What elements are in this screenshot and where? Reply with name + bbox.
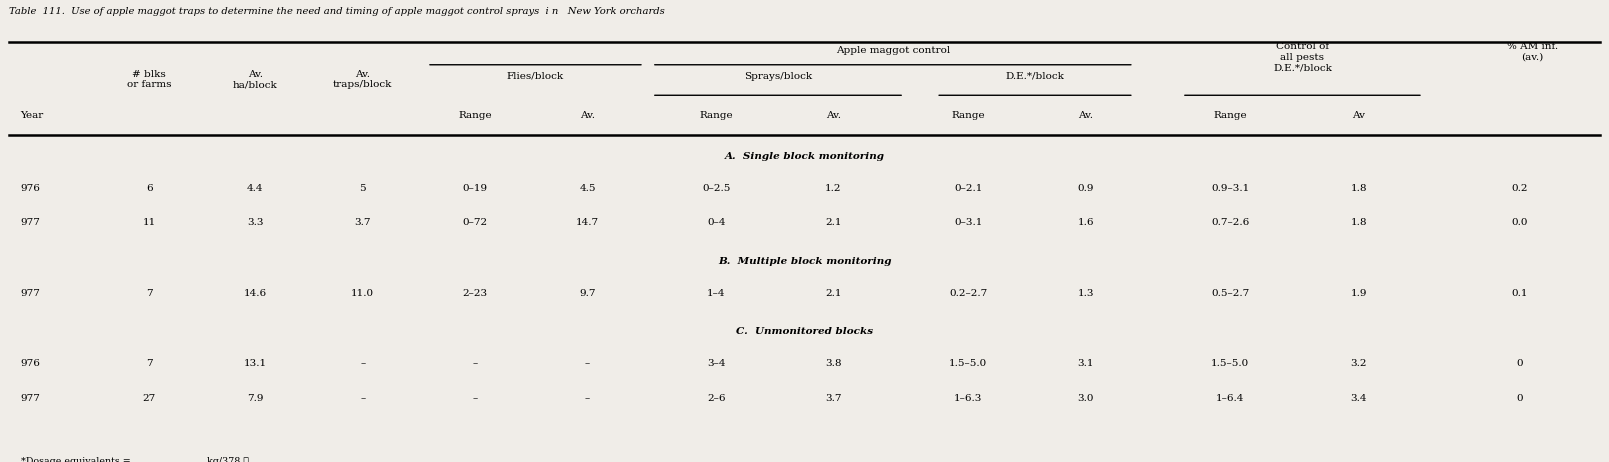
Text: 0.7–2.6: 0.7–2.6 bbox=[1212, 219, 1249, 227]
Text: 0.2–2.7: 0.2–2.7 bbox=[949, 289, 988, 298]
Text: 1.8: 1.8 bbox=[1350, 219, 1368, 227]
Text: Range: Range bbox=[951, 111, 985, 120]
Text: 1.5–5.0: 1.5–5.0 bbox=[1212, 359, 1249, 368]
Text: % AM inf.
(av.): % AM inf. (av.) bbox=[1506, 43, 1558, 62]
Text: Av.
traps/block: Av. traps/block bbox=[333, 70, 393, 89]
Text: 3–4: 3–4 bbox=[706, 359, 726, 368]
Text: 1.5–5.0: 1.5–5.0 bbox=[949, 359, 988, 368]
Text: 2.1: 2.1 bbox=[825, 219, 842, 227]
Text: 0.1: 0.1 bbox=[1511, 289, 1527, 298]
Text: 0.9–3.1: 0.9–3.1 bbox=[1212, 184, 1249, 193]
Text: 977: 977 bbox=[21, 394, 40, 403]
Text: Range: Range bbox=[1213, 111, 1247, 120]
Text: Sprays/block: Sprays/block bbox=[743, 72, 813, 81]
Text: 4.5: 4.5 bbox=[579, 184, 595, 193]
Text: 1–4: 1–4 bbox=[706, 289, 726, 298]
Text: 5: 5 bbox=[359, 184, 367, 193]
Text: 2–23: 2–23 bbox=[463, 289, 488, 298]
Text: 0–19: 0–19 bbox=[463, 184, 488, 193]
Text: 3.4: 3.4 bbox=[1350, 394, 1368, 403]
Text: 1.8: 1.8 bbox=[1350, 184, 1368, 193]
Text: Av.: Av. bbox=[1078, 111, 1093, 120]
Text: 3.1: 3.1 bbox=[1078, 359, 1094, 368]
Text: 0–3.1: 0–3.1 bbox=[954, 219, 983, 227]
Text: 0.9: 0.9 bbox=[1078, 184, 1094, 193]
Text: 6: 6 bbox=[146, 184, 153, 193]
Text: 27: 27 bbox=[143, 394, 156, 403]
Text: 1.6: 1.6 bbox=[1078, 219, 1094, 227]
Text: –: – bbox=[586, 359, 591, 368]
Text: 7.9: 7.9 bbox=[246, 394, 264, 403]
Text: –: – bbox=[473, 394, 478, 403]
Text: C.  Unmonitored blocks: C. Unmonitored blocks bbox=[735, 327, 874, 336]
Text: Flies/block: Flies/block bbox=[507, 72, 565, 81]
Text: 3.2: 3.2 bbox=[1350, 359, 1368, 368]
Text: 3.7: 3.7 bbox=[825, 394, 842, 403]
Text: 3.7: 3.7 bbox=[354, 219, 372, 227]
Text: Table  111.  Use of apple maggot traps to determine the need and timing of apple: Table 111. Use of apple maggot traps to … bbox=[10, 7, 665, 16]
Text: *Dosage equivalents =: *Dosage equivalents = bbox=[21, 457, 130, 462]
Text: Av.: Av. bbox=[581, 111, 595, 120]
Text: # blks
or farms: # blks or farms bbox=[127, 70, 172, 89]
Text: 0.0: 0.0 bbox=[1511, 219, 1527, 227]
Text: 0.2: 0.2 bbox=[1511, 184, 1527, 193]
Text: 14.6: 14.6 bbox=[243, 289, 267, 298]
Text: 7: 7 bbox=[146, 359, 153, 368]
Text: –: – bbox=[586, 394, 591, 403]
Text: Control of
all pests
D.E.*/block: Control of all pests D.E.*/block bbox=[1273, 43, 1332, 72]
Text: 11: 11 bbox=[143, 219, 156, 227]
Text: 3.3: 3.3 bbox=[246, 219, 264, 227]
Text: 0.5–2.7: 0.5–2.7 bbox=[1212, 289, 1249, 298]
Text: Year: Year bbox=[21, 111, 43, 120]
Text: 0–4: 0–4 bbox=[706, 219, 726, 227]
Text: –: – bbox=[360, 394, 365, 403]
Text: 976: 976 bbox=[21, 359, 40, 368]
Text: 0: 0 bbox=[1516, 359, 1522, 368]
Text: 1.3: 1.3 bbox=[1078, 289, 1094, 298]
Text: A.  Single block monitoring: A. Single block monitoring bbox=[724, 152, 885, 161]
Text: 1.9: 1.9 bbox=[1350, 289, 1368, 298]
Text: –: – bbox=[360, 359, 365, 368]
Text: Av: Av bbox=[1352, 111, 1364, 120]
Text: Av.: Av. bbox=[825, 111, 842, 120]
Text: Apple maggot control: Apple maggot control bbox=[835, 46, 949, 55]
Text: 2–6: 2–6 bbox=[706, 394, 726, 403]
Text: Av.
ha/block: Av. ha/block bbox=[233, 70, 277, 89]
Text: 4.4: 4.4 bbox=[246, 184, 264, 193]
Text: 0–2.1: 0–2.1 bbox=[954, 184, 983, 193]
Text: 9.7: 9.7 bbox=[579, 289, 595, 298]
Text: –: – bbox=[473, 359, 478, 368]
Text: 0: 0 bbox=[1516, 394, 1522, 403]
Text: 1–6.4: 1–6.4 bbox=[1216, 394, 1244, 403]
Text: 0–72: 0–72 bbox=[463, 219, 488, 227]
Text: 11.0: 11.0 bbox=[351, 289, 375, 298]
Text: 13.1: 13.1 bbox=[243, 359, 267, 368]
Text: 977: 977 bbox=[21, 219, 40, 227]
Text: B.  Multiple block monitoring: B. Multiple block monitoring bbox=[718, 257, 891, 266]
Text: Range: Range bbox=[700, 111, 734, 120]
Text: 1–6.3: 1–6.3 bbox=[954, 394, 983, 403]
Text: 977: 977 bbox=[21, 289, 40, 298]
Text: D.E.*/block: D.E.*/block bbox=[1006, 72, 1065, 81]
Text: 976: 976 bbox=[21, 184, 40, 193]
Text: 3.8: 3.8 bbox=[825, 359, 842, 368]
Text: 1.2: 1.2 bbox=[825, 184, 842, 193]
Text: Range: Range bbox=[459, 111, 492, 120]
Text: 3.0: 3.0 bbox=[1078, 394, 1094, 403]
Text: kg/378 ℓ: kg/378 ℓ bbox=[208, 457, 249, 462]
Text: 2.1: 2.1 bbox=[825, 289, 842, 298]
Text: 0–2.5: 0–2.5 bbox=[702, 184, 730, 193]
Text: 7: 7 bbox=[146, 289, 153, 298]
Text: 14.7: 14.7 bbox=[576, 219, 599, 227]
